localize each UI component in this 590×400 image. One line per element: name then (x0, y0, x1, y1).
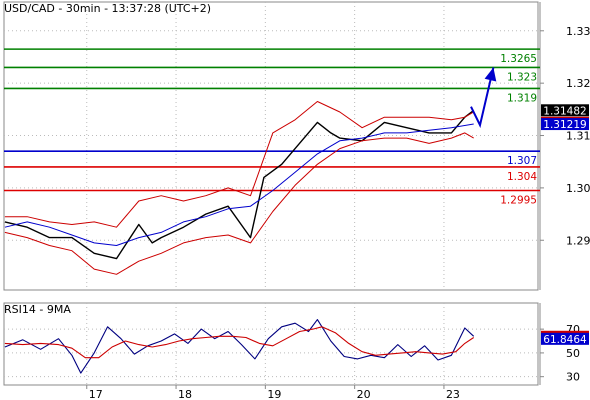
price-series-bollinger-lower (4, 132, 474, 275)
rsi-chart-title: RSI14 - 9MA (4, 303, 71, 316)
projection-arrow-head (484, 67, 497, 82)
price-y-tick-label: 1.30 (566, 182, 590, 195)
price-panel: 1.33 1.32 1.31 1.30 1.29 1.3265 1.323 1.319 1.30… (3, 1, 590, 291)
level-label-1.307: 1.307 (507, 155, 537, 167)
price-chart-title: USD/CAD - 30min - 13:37:28 (UTC+2) (4, 2, 211, 15)
level-label-1.323: 1.323 (507, 71, 537, 83)
price-y-tick-label: 1.31 (566, 130, 590, 143)
rsi-badge-61.8464-label: 61.8464 (543, 334, 587, 346)
level-label-1.319: 1.319 (507, 92, 537, 104)
projection-arrow-line (470, 67, 495, 129)
rsi-series-RSI14 (4, 319, 475, 374)
price-badge-1.31482-label: 1.31482 (543, 105, 586, 117)
x-tick-label-18: 18 (178, 388, 192, 400)
price-badge-1.31482 (541, 104, 589, 117)
price-badge-1.31219-label: 1.31219 (543, 119, 586, 131)
rsi-y-tick-label: 50 (566, 347, 580, 360)
price-y-tick-label: 1.33 (566, 25, 590, 38)
price-y-tick-label: 1.29 (566, 234, 590, 247)
x-tick-label-19: 19 (267, 388, 281, 400)
rsi-y-tick-label: 30 (566, 371, 580, 384)
level-label-1.2995: 1.2995 (500, 195, 537, 207)
price-badge-1.31219 (541, 118, 589, 131)
level-label-1.3265: 1.3265 (500, 53, 537, 65)
x-axis: 17 18 19 20 23 (86, 385, 460, 400)
price-series-close (4, 109, 475, 260)
rsi-panel: 70503063.585261.8464 (3, 302, 589, 386)
rsi-plot-area (3, 302, 539, 386)
rsi-badge-61.8464 (541, 332, 589, 345)
x-tick-label-20: 20 (357, 388, 371, 400)
rsi-series-9MA (4, 326, 475, 359)
price-series-bollinger-upper (4, 101, 474, 228)
price-series-moving-average (4, 123, 474, 246)
x-tick-label-23: 23 (446, 388, 460, 400)
x-tick-label-17: 17 (89, 388, 103, 400)
level-label-1.304: 1.304 (507, 171, 537, 183)
price-y-tick-label: 1.32 (566, 77, 590, 90)
